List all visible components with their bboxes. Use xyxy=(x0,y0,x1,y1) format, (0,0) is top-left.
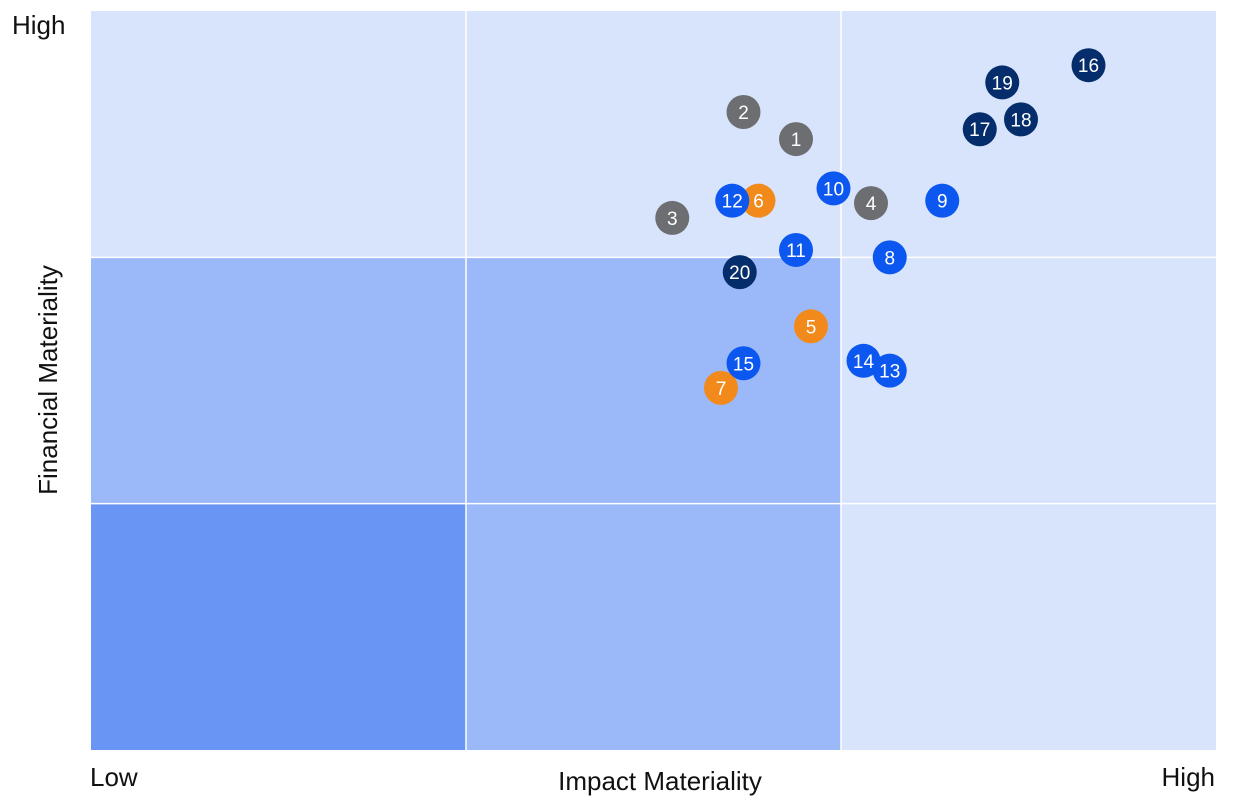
data-point-marker xyxy=(722,255,757,290)
data-point-19: 19 xyxy=(985,65,1020,100)
zone-0-1 xyxy=(91,257,466,504)
data-point-marker xyxy=(715,183,750,218)
data-point-14: 14 xyxy=(846,343,881,378)
data-point-marker xyxy=(726,94,761,129)
data-point-marker xyxy=(846,343,881,378)
data-point-marker xyxy=(741,183,776,218)
data-point-label: 17 xyxy=(969,120,990,141)
data-point-marker xyxy=(779,232,813,267)
data-point-12: 12 xyxy=(715,183,750,218)
zone-0-0 xyxy=(91,503,466,750)
zone-1-0 xyxy=(466,503,841,750)
data-point-5: 5 xyxy=(794,309,828,344)
data-point-marker xyxy=(816,171,851,206)
data-point-marker xyxy=(704,370,738,405)
materiality-zones xyxy=(91,11,1216,750)
y-tick-high: High xyxy=(12,10,65,40)
data-point-label: 4 xyxy=(866,194,877,215)
data-point-label: 8 xyxy=(884,248,895,269)
data-point-marker xyxy=(1004,102,1038,137)
data-point-label: 16 xyxy=(1078,56,1099,77)
data-point-20: 20 xyxy=(722,255,757,290)
data-point-marker xyxy=(985,65,1020,100)
data-point-marker xyxy=(925,183,960,218)
data-point-17: 17 xyxy=(962,112,997,147)
data-point-18: 18 xyxy=(1004,102,1038,137)
x-tick-low: Low xyxy=(90,762,138,792)
data-point-label: 19 xyxy=(992,73,1013,94)
data-point-label: 3 xyxy=(667,209,678,230)
data-point-2: 2 xyxy=(726,94,761,129)
data-point-marker xyxy=(872,240,907,275)
data-point-label: 13 xyxy=(879,362,900,383)
data-point-10: 10 xyxy=(816,171,851,206)
data-point-marker xyxy=(794,309,828,344)
data-point-marker xyxy=(726,346,761,381)
data-point-label: 15 xyxy=(733,354,754,375)
data-point-8: 8 xyxy=(872,240,907,275)
data-point-label: 9 xyxy=(937,192,948,213)
data-point-9: 9 xyxy=(925,183,960,218)
zone-1-2 xyxy=(466,11,841,258)
data-point-3: 3 xyxy=(655,200,690,235)
data-point-label: 5 xyxy=(806,317,817,338)
zone-0-2 xyxy=(91,11,466,258)
data-point-marker xyxy=(655,200,690,235)
data-point-15: 15 xyxy=(726,346,761,381)
data-point-13: 13 xyxy=(872,353,907,388)
data-point-marker xyxy=(962,112,997,147)
data-point-label: 2 xyxy=(738,103,749,124)
data-point-label: 1 xyxy=(791,130,802,151)
data-point-6: 6 xyxy=(741,183,776,218)
data-point-label: 14 xyxy=(853,352,875,373)
data-point-label: 6 xyxy=(753,192,764,213)
x-tick-high: High xyxy=(1162,762,1215,792)
data-point-label: 18 xyxy=(1010,110,1031,131)
data-point-label: 7 xyxy=(716,379,727,400)
data-point-marker xyxy=(1071,48,1106,83)
data-point-11: 11 xyxy=(779,232,813,267)
zone-2-0 xyxy=(841,503,1216,750)
data-point-label: 11 xyxy=(786,241,806,262)
data-point-1: 1 xyxy=(779,122,813,157)
data-point-marker xyxy=(779,122,813,157)
data-point-label: 10 xyxy=(823,179,844,200)
x-axis-label: Impact Materiality xyxy=(558,766,762,796)
y-axis-label: Financial Materiality xyxy=(33,265,63,495)
data-point-label: 12 xyxy=(722,192,743,213)
data-point-7: 7 xyxy=(704,370,738,405)
data-point-marker xyxy=(872,353,907,388)
zone-1-1 xyxy=(466,257,841,504)
data-point-marker xyxy=(854,186,888,221)
data-point-label: 20 xyxy=(729,263,750,284)
data-point-16: 16 xyxy=(1071,48,1106,83)
data-point-4: 4 xyxy=(854,186,888,221)
